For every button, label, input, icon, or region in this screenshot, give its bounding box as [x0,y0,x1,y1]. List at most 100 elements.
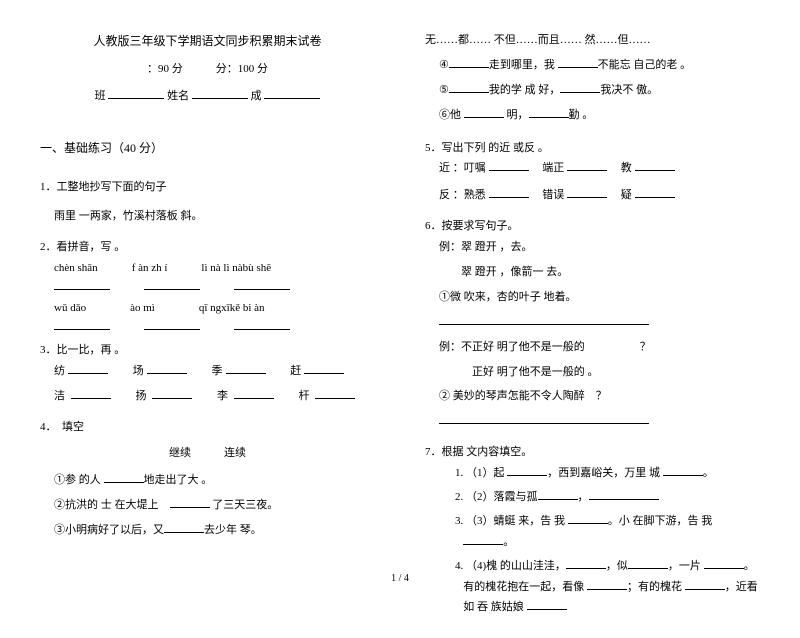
q4-heading: 4． 填空 [40,417,375,438]
t: 反 ：熟悉 [439,189,489,201]
q1-text: 雨里 一两家，竹溪村落板 斜。 [40,206,375,227]
q7-2: 2. （2）落霞与孤， [455,487,760,508]
blank [538,489,578,500]
blank [558,57,598,68]
t: 勤 。 [569,109,594,121]
t: （4)槐 的山山洼洼， [466,560,566,572]
blank [54,279,110,290]
q4-line4: ④走到哪里，我 不能忘 自己的老 。 [425,55,760,76]
t: 我的学 成 好， [489,84,561,96]
cmp-r2a: 洁 [54,386,68,407]
cmp-r1a: 纺 [54,361,68,382]
right-column: 无……都…… 不但……而且…… 然……但…… ④走到哪里，我 不能忘 自己的老 … [425,30,760,628]
blank-name [192,88,248,99]
blank [304,363,344,374]
t: （2）落霞与孤 [466,491,538,503]
t: 走到哪里，我 [489,59,558,71]
q7-4: 4. （4)槐 的山山洼洼，，似，一片 。 有的槐花抱在一起，看像 ；有的槐花 … [455,556,760,619]
left-column: 人教版三年级下学期语文同步积累期末试卷 ：90 分 分：100 分 班 姓名 成… [40,30,375,628]
blank [71,388,111,399]
blank [234,388,274,399]
t: ②抗洪的 士 在大堤上 [54,499,170,511]
t: 。小 在脚下游，告 我 [608,515,713,527]
q6-1: ①微 吹来，杏的叶子 地着。 [425,287,760,308]
cmp-r1b: 场 [133,361,147,382]
blank [226,363,266,374]
q4-line5: ⑤我的学 成 好，我决不 傲。 [425,80,760,101]
name-line: 班 姓名 成 [40,86,375,107]
t: 。 [503,536,514,548]
blank [144,319,200,330]
blank [449,57,489,68]
pinyin-b3: qī ngxīkě bi àn [199,298,265,319]
cmp-r2d: 杆 [299,386,313,407]
t: ④ [439,59,449,71]
blank [663,465,703,476]
q6-blank [425,312,760,333]
blank [439,314,649,325]
conj-line: 无……都…… 不但……而且…… 然……但…… [425,30,760,51]
blank [439,413,649,424]
q4-line2: ②抗洪的 士 在大堤上 了三天三夜。 [40,495,375,516]
q7-heading: 7．根据 文内容填空。 [425,442,760,463]
exam-title: 人教版三年级下学期语文同步积累期末试卷 [40,30,375,53]
q5: 5．写出下列 的近 或反 。 近 ：叮嘱 端正 教 反 ：熟悉 错误 疑 [425,138,760,207]
t: （3）蜻蜓 来，告 我 [466,515,568,527]
q1: 1．工整地抄写下面的句子 雨里 一两家，竹溪村落板 斜。 [40,177,375,227]
label-name: 姓名 [167,90,189,102]
blank [704,558,744,569]
q6-ex4: 正好 明了他不是一般的 。 [425,362,760,383]
pinyin-a2: f àn zh í [132,258,168,279]
q2: 2．看拼音，写 。 chèn shān f àn zh í lì nà lì n… [40,237,375,330]
q4-words: 继续 连续 [40,443,375,464]
blank [635,187,675,198]
blank [464,107,504,118]
blank [463,534,503,545]
blank [234,319,290,330]
blank [315,388,355,399]
t: 教 [621,162,635,174]
blank [234,279,290,290]
label-score: 成 [251,90,262,102]
blank [568,513,608,524]
t: ，似 [606,560,628,572]
q6-ex3: 例：不正好 明了他不是一般的 ？ [425,337,760,358]
q7-1: 1. （1）起 ，西到嘉峪关，万里 城 。 [455,463,760,484]
t: 近 ：叮嘱 [439,162,489,174]
t: 。 [703,467,714,479]
t: ，一片 [668,560,704,572]
cmp-r2c: 李 [217,386,231,407]
q7-3: 3. （3）蜻蜓 来，告 我 。小 在脚下游，告 我 。 [455,511,760,553]
blank [507,465,547,476]
q4: 4． 填空 继续 连续 ①参 的人 地走出了大 。 ②抗洪的 士 在大堤上 了三… [40,417,375,541]
pinyin-a1: chèn shān [54,258,98,279]
time-score: ：90 分 分：100 分 [40,59,375,80]
t: 疑 [621,189,635,201]
q4-w1: 继续 [169,447,191,459]
blank [628,558,668,569]
q5-jin: 近 ：叮嘱 端正 教 [425,158,760,179]
t: ， [578,491,589,503]
pinyin-b1: wǔ dǎo [54,298,86,319]
q5-heading: 5．写出下列 的近 或反 。 [425,138,760,159]
blank [68,363,108,374]
q4-line1: ①参 的人 地走出了大 。 [40,470,375,491]
t: ③小明病好了以后，又 [54,524,164,536]
pinyin-b2: ào mì [130,298,155,319]
blank [147,363,187,374]
q4-line3: ③小明病好了以后，又去少年 琴。 [40,520,375,541]
blank [164,522,204,533]
q4-line6: ⑥他 明，勤 。 [425,105,760,126]
blank [635,160,675,171]
page-number: 1 / 4 [0,573,800,584]
blank-score [264,88,320,99]
blank [449,82,489,93]
t: ①参 的人 [54,474,104,486]
t: ，西到嘉峪关，万里 城 [547,467,660,479]
q6-2: ② 美妙的琴声怎能不令人陶醉 ？ [425,386,760,407]
blank [489,187,529,198]
blank [104,472,144,483]
q3-heading: 3．比一比，再 。 [40,340,375,361]
blank [152,388,192,399]
blank-class [108,88,164,99]
